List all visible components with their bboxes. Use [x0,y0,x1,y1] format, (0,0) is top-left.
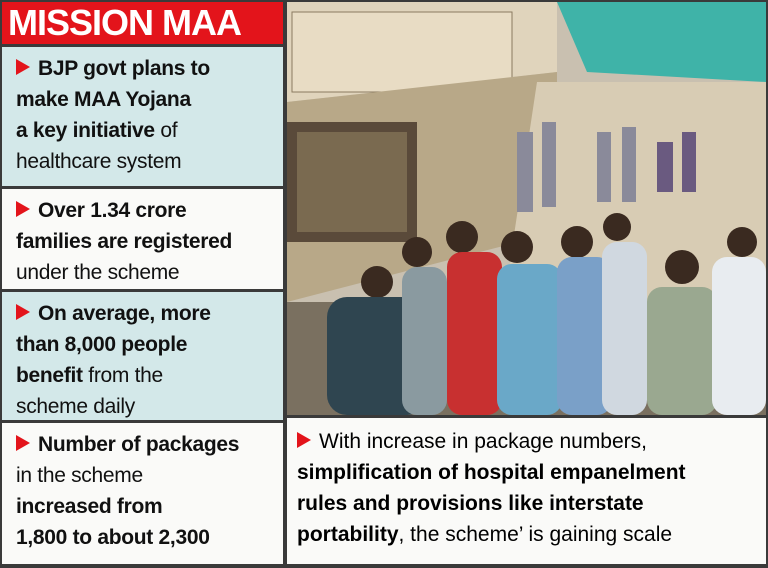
text-run: under the scheme [16,261,180,284]
text-run: make MAA Yojana [16,88,191,111]
text-line: under the scheme [16,257,277,288]
bullet-arrow [16,59,30,75]
text-line: BJP govt plans to [16,53,277,84]
text-run: increased from [16,495,163,518]
caption: With increase in package numbers, simplif… [287,418,766,564]
text-run: rules and provisions like interstate [297,492,644,515]
text-line: 1,800 to about 2,300 [16,522,277,553]
text-line: portability, the scheme’ is gaining scal… [297,519,760,550]
text-run: On average, more [38,302,211,325]
bullet-arrow [297,432,311,448]
text-run: Over 1.34 crore [38,199,187,222]
text-line: families are registered [16,226,277,257]
text-line: On average, more [16,298,277,329]
text-run: healthcare system [16,150,182,173]
text-line: in the scheme [16,460,277,491]
bullet-arrow [16,435,30,451]
text-line: a key initiative of [16,115,277,146]
text-run: With increase in package numbers, [319,430,647,453]
text-line: healthcare system [16,146,277,177]
text-run: a key initiative [16,119,155,142]
text-run: 1,800 to about 2,300 [16,526,210,549]
text-run: Number of packages [38,433,240,456]
text-run: in the scheme [16,464,143,487]
text-run: families are registered [16,230,233,253]
text-line: Over 1.34 crore [16,195,277,226]
text-run: , the scheme’ is gaining scale [398,523,673,546]
title: MISSION MAA [2,2,283,44]
bullet-arrow [16,201,30,217]
fact-panel: BJP govt plans to make MAA Yojana a key in… [2,47,283,186]
fact-panel: Number of packages in the scheme increased… [2,423,283,564]
text-run: portability [297,523,399,546]
text-run: BJP govt plans to [38,57,210,80]
text-line: than 8,000 people [16,329,277,360]
text-run: simplification of hospital empanelment [297,461,686,484]
text-line: Number of packages [16,429,277,460]
text-line: benefit from the [16,360,277,391]
text-run: from the [82,364,163,387]
fact-panel: On average, more than 8,000 people benefit… [2,292,283,420]
photo [287,2,766,415]
text-run: of [154,119,178,142]
text-run: benefit [16,364,83,387]
text-line: scheme daily [16,391,277,422]
text-run: scheme daily [16,395,135,418]
bullet-arrow [16,304,30,320]
text-line: With increase in package numbers, [297,426,760,457]
text-run: than 8,000 people [16,333,188,356]
text-line: increased from [16,491,277,522]
fact-panel: Over 1.34 crore families are registered un… [2,189,283,289]
text-line: rules and provisions like interstate [297,488,760,519]
text-line: make MAA Yojana [16,84,277,115]
text-line: simplification of hospital empanelment [297,457,760,488]
